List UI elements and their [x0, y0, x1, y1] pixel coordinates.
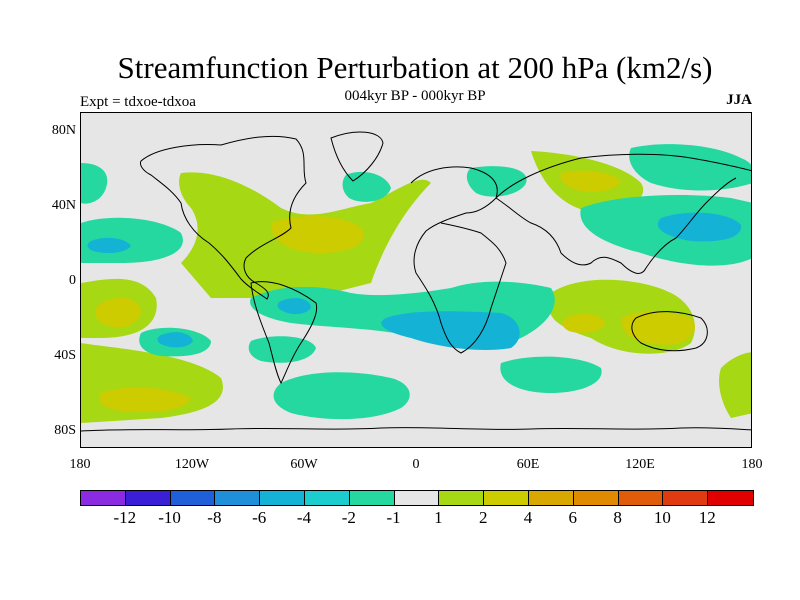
colorbar-tick-label: -12 — [113, 508, 137, 527]
colorbar-tick-label: 4 — [523, 508, 533, 527]
colorbar-swatch — [439, 491, 485, 505]
colorbar-tick-label: -4 — [296, 508, 312, 527]
colorbar-swatch — [394, 491, 440, 505]
lat-label-eq: 0 — [69, 273, 76, 288]
colorbar-tick-label: 2 — [478, 508, 488, 527]
colorbar-tick-label: -6 — [252, 508, 267, 527]
plot-subtitle: 004kyr BP - 000kyr BP — [344, 88, 486, 104]
lat-label-80n: 80N — [51, 123, 76, 138]
colorbar-tick-label: -10 — [158, 508, 181, 527]
colorbar-swatch — [215, 491, 261, 505]
colorbar-tick-label: -2 — [341, 508, 356, 527]
colorbar-swatch — [484, 491, 529, 505]
colorbar-swatch — [618, 491, 664, 505]
colorbar-tick-label: 1 — [434, 508, 443, 527]
season-label: JJA — [726, 92, 752, 108]
map-panel — [80, 112, 752, 448]
experiment-label: Expt = tdxoe-tdxoa — [80, 94, 196, 110]
colorbar-swatch — [663, 491, 709, 505]
positive-anomaly-level-2 — [95, 170, 695, 412]
colorbar-swatch — [349, 491, 395, 505]
colorbar-swatch — [304, 491, 350, 505]
lon-label-60e: 60E — [516, 457, 540, 472]
lon-label-0: 0 — [412, 457, 420, 472]
colorbar-tick-label: 10 — [653, 508, 671, 527]
lon-label-120e: 120E — [625, 457, 655, 472]
lon-label-180w: 180 — [69, 457, 91, 472]
colorbar-tick-label: 6 — [568, 508, 578, 527]
colorbar-swatch — [708, 491, 753, 505]
lat-label-40n: 40N — [51, 198, 76, 213]
plot-title: Streamfunction Perturbation at 200 hPa (… — [117, 50, 713, 85]
coastlines — [81, 131, 751, 432]
colorbar-tick-label: 8 — [613, 508, 622, 527]
colorbar-tick-label: 12 — [698, 508, 716, 527]
lat-label-40s: 40S — [54, 348, 76, 363]
colorbar-swatch — [528, 491, 574, 505]
colorbar-tick-label: -8 — [207, 508, 222, 527]
colorbar-swatch — [573, 491, 619, 505]
lon-label-60w: 60W — [290, 457, 318, 472]
colorbar-swatch — [170, 491, 216, 505]
positive-anomaly-level-1 — [81, 151, 751, 423]
colorbar-swatch — [260, 491, 305, 505]
lon-label-180e: 180 — [741, 457, 763, 472]
colorbar — [80, 490, 754, 506]
map-svg — [81, 113, 751, 447]
colorbar-tick-label: -1 — [386, 508, 401, 527]
negative-anomaly-level-2 — [87, 212, 742, 350]
lat-label-80s: 80S — [54, 423, 76, 438]
colorbar-swatch — [81, 491, 126, 505]
colorbar-swatch — [125, 491, 171, 505]
lon-label-120w: 120W — [174, 457, 210, 472]
